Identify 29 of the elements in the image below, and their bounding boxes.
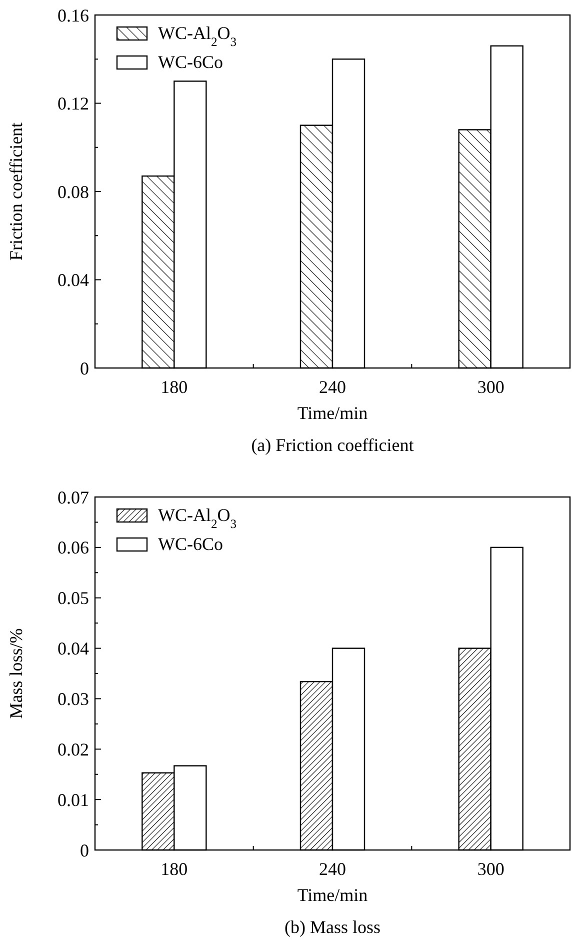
x-tick-label: 240 bbox=[319, 377, 346, 397]
x-tick-label: 300 bbox=[477, 377, 504, 397]
y-tick-label: 0.12 bbox=[58, 94, 89, 114]
x-tick-label: 300 bbox=[477, 859, 504, 879]
y-axis-title: Friction coefficient bbox=[6, 122, 26, 261]
x-axis-title: Time/min bbox=[297, 885, 368, 905]
x-tick-label: 180 bbox=[160, 377, 188, 397]
y-tick-label: 0.06 bbox=[58, 538, 89, 558]
legend-label: WC-6Co bbox=[158, 534, 223, 554]
text: (b) Mass loss bbox=[284, 917, 381, 937]
text: (a) Friction coefficient bbox=[251, 435, 414, 455]
x-tick-label: 240 bbox=[319, 859, 346, 879]
y-tick-label: 0.08 bbox=[58, 182, 89, 202]
y-tick-label: 0.04 bbox=[58, 270, 89, 290]
y-axis-title: Mass loss/% bbox=[6, 628, 26, 719]
y-tick-label: 0 bbox=[80, 358, 89, 378]
y-tick-label: 0.03 bbox=[58, 689, 89, 710]
legend-label: WC-Al$_{2}$O$_{3}$ bbox=[158, 23, 237, 49]
y-tick-label: 0.04 bbox=[58, 638, 89, 659]
x-axis-title: Time/min bbox=[297, 403, 368, 423]
y-tick-label: 0.07 bbox=[58, 487, 89, 508]
y-tick-label: 0 bbox=[80, 840, 89, 860]
y-tick-label: 0.05 bbox=[58, 588, 89, 608]
y-tick-label: 0.02 bbox=[58, 739, 89, 760]
y-tick-label: 0.16 bbox=[58, 5, 89, 26]
legend-label: WC-Al$_{2}$O$_{3}$ bbox=[158, 505, 237, 531]
legend-label: WC-6Co bbox=[158, 52, 223, 72]
y-tick-label: 0.01 bbox=[58, 790, 89, 810]
x-tick-label: 180 bbox=[160, 859, 188, 879]
